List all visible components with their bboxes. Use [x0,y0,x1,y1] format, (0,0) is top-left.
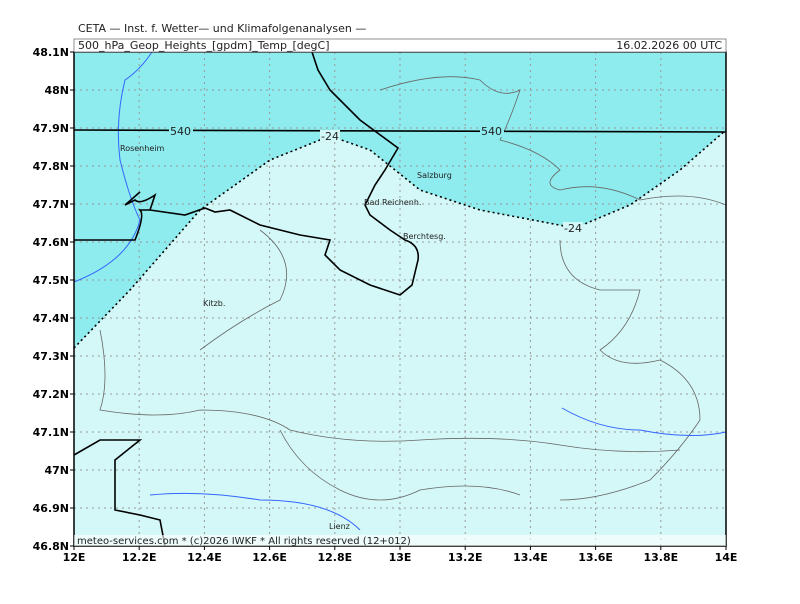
lon-label: 13.6E [578,551,613,564]
lat-label: 47.7N [33,198,69,211]
label-bg [320,130,340,142]
temp-label: -24 [564,222,582,235]
cold-region [74,52,726,348]
lat-label: 47.3N [33,350,69,363]
lon-label: 12.4E [187,551,222,564]
lat-label: 47.9N [33,122,69,135]
header-title: 500_hPa_Geop_Heights_[gpdm]_Temp_[degC] [78,39,330,52]
temp-contour [73,129,727,349]
lon-label: 12E [63,551,86,564]
lat-label: 46.9N [33,502,69,515]
lon-label: 13E [389,551,412,564]
temp-label: -24 [321,130,339,143]
header-line: CETA — Inst. f. Wetter— und Klimafolgena… [78,22,366,35]
districts [99,76,727,501]
place-label: Bad Reichenh. [364,198,421,207]
label-bg [480,125,504,137]
footer: meteo-services.com * (c)2026 IWKF * All … [77,536,411,547]
lat-label: 48.1N [33,46,69,59]
lon-label: 12.6E [252,551,287,564]
place-label: Berchtesg. [403,232,446,241]
lon-label: 12.2E [122,551,157,564]
header-time: 16.02.2026 00 UTC [616,39,722,52]
lat-label: 47.5N [33,274,69,287]
height-label: 540 [481,125,502,138]
place-label: Rosenheim [120,144,164,153]
lat-label: 47N [44,464,69,477]
label-bg [169,125,193,137]
lat-label: 47.6N [33,236,69,249]
footer-box [74,535,726,546]
height-label: 540 [170,125,191,138]
place-label: Lienz [329,522,350,531]
place-label: Kitzb. [203,299,225,308]
lon-label: 13.2E [448,551,483,564]
header-box [73,38,727,53]
lat-label: 47.8N [33,160,69,173]
lat-label: 48N [44,84,69,97]
lon-label: 12.8E [317,551,352,564]
place-label: Salzburg [417,171,452,180]
lon-label: 13.8E [643,551,678,564]
label-bg [563,222,583,234]
lat-label: 47.4N [33,312,69,325]
rivers [73,51,727,531]
lat-label: 47.2N [33,388,69,401]
borders [73,51,420,547]
lat-label: 46.8N [33,540,69,553]
lon-label: 14E [715,551,738,564]
lat-label: 47.1N [33,426,69,439]
lon-label: 13.4E [513,551,548,564]
